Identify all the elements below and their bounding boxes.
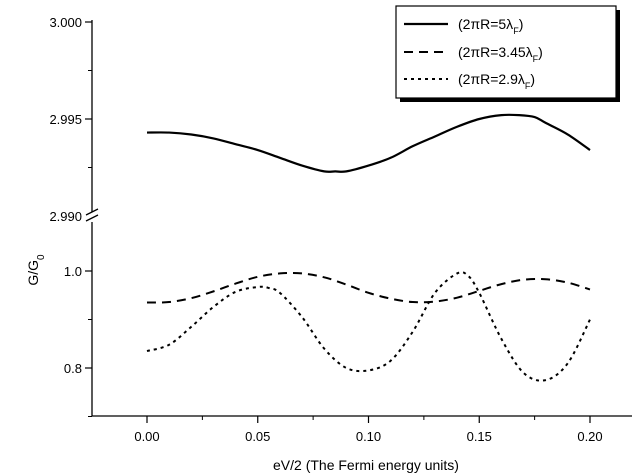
y-tick-label: 0.8 bbox=[64, 361, 82, 376]
legend-label-2: (2πR=3.45λF) bbox=[458, 44, 543, 64]
series-layer bbox=[146, 113, 591, 382]
series-line-2 bbox=[146, 271, 591, 304]
axis-break-mark bbox=[85, 208, 99, 216]
x-tick-label: 0.00 bbox=[134, 429, 159, 444]
legend-box bbox=[395, 5, 617, 99]
y-tick-label: 2.995 bbox=[49, 112, 82, 127]
x-tick-label: 0.15 bbox=[467, 429, 492, 444]
legend-label-1: (2πR=5λF) bbox=[458, 16, 523, 36]
x-axis-title: eV/2 (The Fermi energy units) bbox=[273, 457, 459, 473]
x-tick-label: 0.20 bbox=[577, 429, 602, 444]
series-line-1 bbox=[146, 113, 591, 173]
legend: (2πR=5λF) (2πR=3.45λF) (2πR=2.9λF) bbox=[395, 5, 620, 102]
y-tick-label: 2.990 bbox=[49, 209, 82, 224]
y-tick-label: 1.0 bbox=[64, 264, 82, 279]
axes bbox=[85, 20, 632, 423]
y-axis-title: G/G0 bbox=[25, 254, 47, 286]
axis-break-mark bbox=[85, 214, 99, 222]
legend-label-3: (2πR=2.9λF) bbox=[458, 71, 535, 91]
svg-text:G/G0: G/G0 bbox=[25, 254, 47, 286]
y-tick-label: 3.000 bbox=[49, 15, 82, 30]
series-line-3 bbox=[146, 271, 591, 382]
labels-layer: 0.00 0.05 0.10 0.15 0.20 2.990 2.995 3.000 0.8 1.… bbox=[49, 15, 602, 444]
x-tick-label: 0.05 bbox=[245, 429, 270, 444]
x-tick-label: 0.10 bbox=[356, 429, 381, 444]
